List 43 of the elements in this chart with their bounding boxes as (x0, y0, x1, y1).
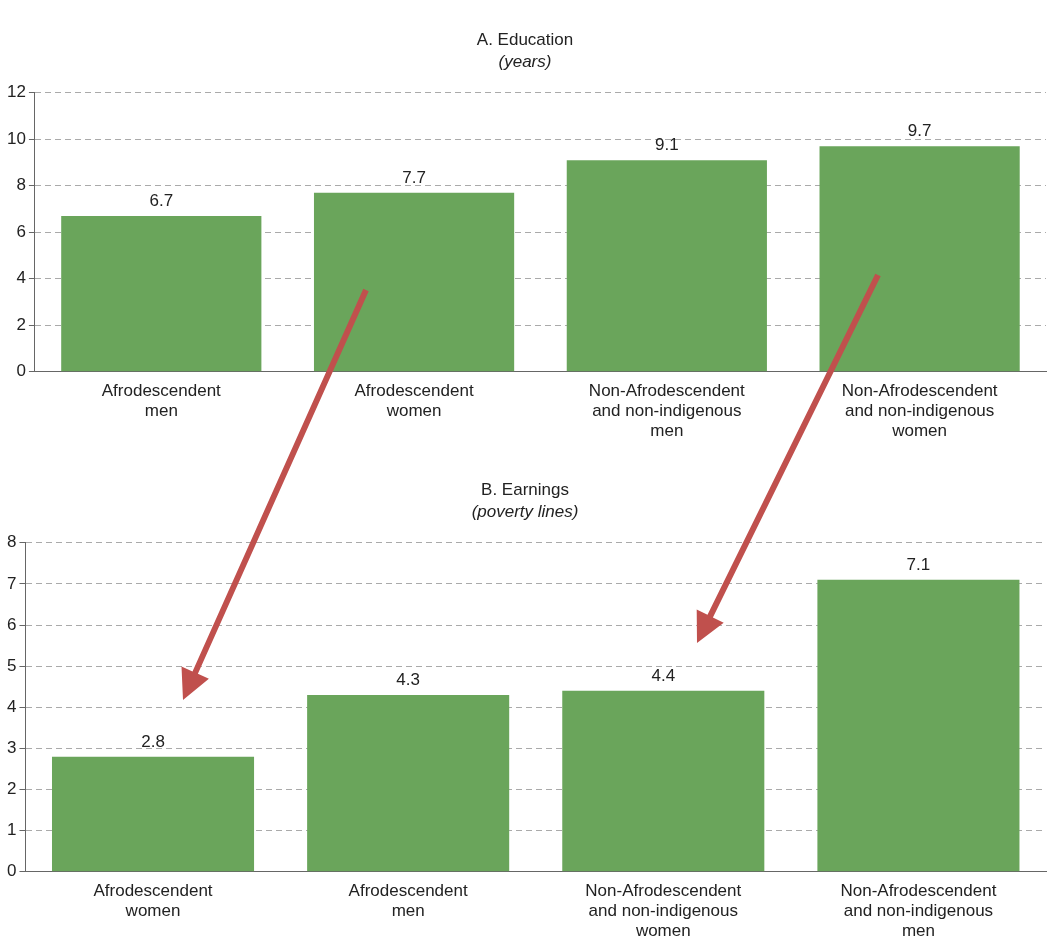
bar (566, 160, 767, 372)
chart-subtitle: (poverty lines) (471, 502, 579, 522)
bar (307, 694, 510, 872)
x-tick-label: Non-Afrodescendent and non-indigenous men (840, 880, 997, 941)
y-tick-label: 1 (6, 820, 17, 840)
bar (313, 192, 515, 372)
y-tick-label: 8 (6, 532, 17, 552)
data-label: 2.8 (141, 731, 165, 751)
chart-subtitle: (years) (498, 52, 552, 72)
data-label: 6.7 (149, 191, 174, 211)
y-tick-label: 0 (16, 361, 26, 381)
data-label: 7.7 (402, 167, 426, 187)
x-tick-label: Non-Afrodescendent and non-indigenous men (588, 380, 746, 441)
x-tick-label: Non-Afrodescendent and non-indigenous women (585, 880, 742, 941)
y-tick-label: 3 (6, 738, 17, 758)
y-tick-label: 4 (16, 268, 26, 288)
y-tick-label: 4 (6, 696, 17, 716)
x-tick-label: Afrodescendent men (348, 880, 468, 921)
bar (562, 690, 765, 872)
y-tick-label: 10 (6, 128, 26, 148)
bar (819, 146, 1020, 372)
x-tick-label: Afrodescendent women (93, 880, 213, 921)
y-tick-label: 2 (16, 314, 26, 334)
y-tick-label: 6 (6, 614, 17, 634)
y-tick-label: 2 (6, 779, 17, 799)
y-tick-label: 6 (16, 221, 26, 241)
bar (817, 579, 1020, 872)
data-label: 7.1 (906, 555, 931, 574)
data-label: 9.7 (907, 121, 932, 141)
chart-title: A. Education (476, 29, 574, 49)
y-tick-label: 8 (16, 175, 26, 195)
y-tick-label: 0 (6, 861, 17, 881)
chart-title: B. Earnings (481, 479, 569, 499)
y-tick-label: 12 (6, 82, 26, 102)
bar (51, 756, 255, 872)
data-label: 4.4 (651, 666, 676, 686)
data-label: 4.3 (396, 670, 420, 690)
y-tick-label: 7 (6, 573, 17, 593)
x-tick-label: Non-Afrodescendent and non-indigenous women (841, 380, 998, 441)
y-tick-label: 5 (6, 655, 17, 675)
data-label: 9.1 (655, 135, 679, 155)
x-tick-label: Afrodescendent men (101, 380, 222, 421)
x-tick-label: Afrodescendent women (354, 380, 474, 421)
